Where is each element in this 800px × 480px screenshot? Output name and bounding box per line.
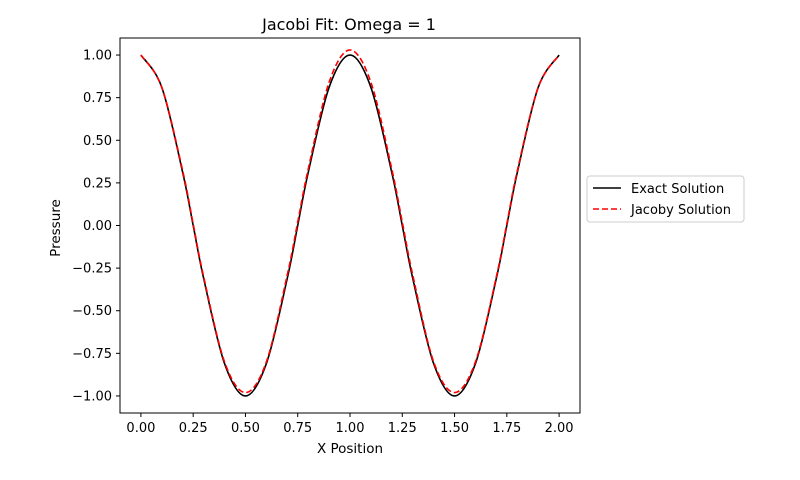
y-tick-label: 0.25 bbox=[83, 176, 112, 191]
legend-box bbox=[586, 175, 745, 223]
series-line-jacoby-solution bbox=[140, 49, 560, 394]
x-tick-label: 1.75 bbox=[492, 421, 521, 436]
y-tick-label: 0.50 bbox=[83, 134, 112, 149]
y-tick-label: −0.25 bbox=[72, 262, 112, 277]
y-axis-label: Pressure bbox=[48, 199, 64, 257]
x-tick-label: 0.25 bbox=[179, 421, 208, 436]
x-axis: 0.00 0.25 0.50 0.75 1.00 1.25 1.50 1.75 2.00 bbox=[126, 413, 574, 436]
y-tick-label: −1.00 bbox=[72, 389, 112, 404]
y-axis: 1.00 0.75 0.50 0.25 0.00 −0.25 −0.50 −0.75 −1.00 bbox=[72, 49, 120, 404]
x-axis-label: X Position bbox=[317, 441, 383, 457]
legend: Exact Solution Jacoby Solution bbox=[586, 175, 745, 223]
y-tick-label: 0.00 bbox=[83, 219, 112, 234]
y-tick-label: 0.75 bbox=[83, 91, 112, 106]
x-tick-label: 0.50 bbox=[231, 421, 260, 436]
x-tick-label: 0.00 bbox=[126, 421, 155, 436]
chart-title: Jacobi Fit: Omega = 1 bbox=[261, 15, 436, 34]
legend-label-jacoby: Jacoby Solution bbox=[630, 203, 731, 218]
series-layer bbox=[140, 49, 560, 397]
x-tick-label: 1.50 bbox=[440, 421, 469, 436]
x-tick-label: 0.75 bbox=[283, 421, 312, 436]
legend-label-exact: Exact Solution bbox=[631, 182, 724, 197]
y-tick-label: −0.75 bbox=[72, 347, 112, 362]
y-tick-label: 1.00 bbox=[83, 49, 112, 64]
y-tick-label: −0.50 bbox=[72, 304, 112, 319]
x-tick-label: 2.00 bbox=[545, 421, 574, 436]
x-tick-label: 1.25 bbox=[388, 421, 417, 436]
x-tick-label: 1.00 bbox=[336, 421, 365, 436]
